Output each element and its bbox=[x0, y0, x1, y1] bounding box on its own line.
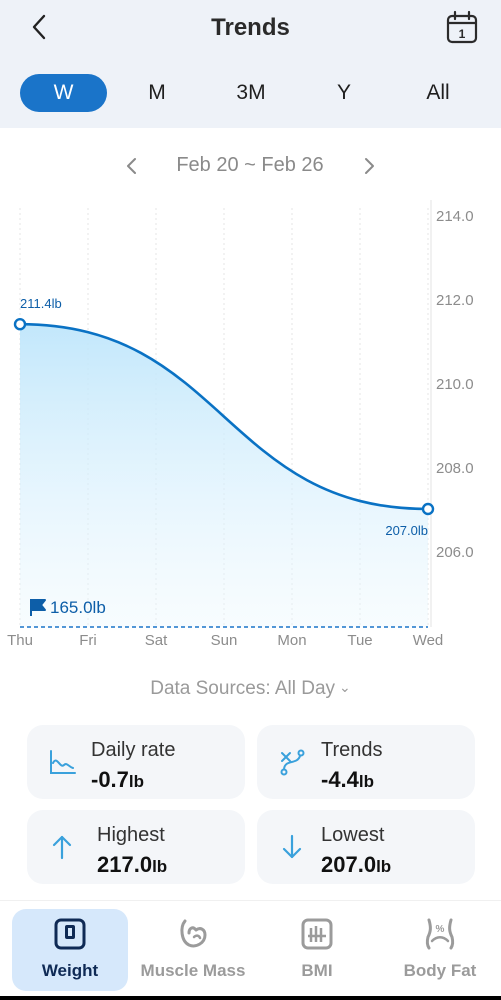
arrow-up-icon bbox=[52, 835, 72, 860]
lowest-value: 207.0lb bbox=[321, 852, 392, 877]
period-tab-w[interactable]: W bbox=[20, 74, 107, 112]
data-label: 207.0lb bbox=[385, 523, 428, 538]
scale-icon bbox=[54, 918, 86, 950]
chart-y-ticks: 214.0 212.0 210.0 208.0 206.0 bbox=[436, 208, 474, 561]
next-range-button[interactable] bbox=[355, 152, 383, 180]
chevron-right-icon bbox=[365, 158, 374, 174]
system-gesture-bar bbox=[0, 996, 501, 1000]
chevron-left-icon bbox=[32, 14, 46, 40]
nav-label-bmi: BMI bbox=[301, 961, 333, 980]
trend-line bbox=[19, 322, 429, 511]
period-tab-all[interactable]: All bbox=[426, 81, 450, 104]
highest-value: 217.0lb bbox=[97, 852, 168, 877]
data-label: 211.4lb bbox=[20, 296, 62, 311]
nav-label-body-fat: Body Fat bbox=[403, 961, 477, 980]
previous-range-button[interactable] bbox=[118, 152, 146, 180]
header-zone: Trends 1 W M 3M Y All bbox=[0, 0, 501, 128]
calendar-icon: 1 bbox=[446, 10, 478, 44]
highest-label: Highest bbox=[97, 824, 165, 846]
x-tick-label: Fri bbox=[79, 632, 97, 649]
highest-card[interactable]: Highest 217.0lb bbox=[27, 810, 245, 884]
bmi-icon bbox=[301, 918, 333, 950]
lowest-card[interactable]: Lowest 207.0lb bbox=[257, 810, 475, 884]
x-tick-label: Wed bbox=[413, 632, 444, 649]
chevron-left-icon bbox=[127, 158, 136, 174]
svg-text:%: % bbox=[436, 924, 445, 935]
nav-label-muscle-mass: Muscle Mass bbox=[140, 961, 246, 980]
nav-item-weight[interactable]: Weight bbox=[12, 909, 128, 991]
data-sources-label: Data Sources: All Day bbox=[150, 678, 336, 699]
data-sources-dropdown[interactable]: Data Sources: All Day ⌄ bbox=[0, 678, 501, 700]
x-tick-label: Mon bbox=[277, 632, 306, 649]
trends-value: -4.4lb bbox=[321, 767, 375, 792]
bottom-navigation: Weight Muscle Mass BMI % Body Fat bbox=[0, 900, 501, 997]
trend-path-icon bbox=[280, 749, 305, 776]
y-tick-label: 214.0 bbox=[436, 208, 474, 225]
period-tab-3m[interactable]: 3M bbox=[236, 81, 266, 104]
arrow-down-icon bbox=[282, 834, 302, 859]
weight-trend-chart: 214.0 212.0 210.0 208.0 206.0 211.4lb 207.0lb… bbox=[7, 200, 474, 649]
daily-rate-value: -0.7lb bbox=[91, 767, 145, 792]
goal-flag-icon bbox=[30, 599, 46, 616]
x-tick-label: Sat bbox=[145, 632, 168, 649]
muscle-icon bbox=[180, 919, 207, 948]
chart-x-ticks: Thu Fri Sat Sun Mon Tue Wed bbox=[7, 632, 443, 649]
back-button[interactable] bbox=[24, 10, 58, 44]
calendar-button[interactable]: 1 bbox=[444, 10, 480, 46]
chevron-down-icon: ⌄ bbox=[339, 679, 351, 695]
y-tick-label: 212.0 bbox=[436, 292, 474, 309]
daily-rate-label: Daily rate bbox=[91, 739, 176, 761]
x-tick-label: Thu bbox=[7, 632, 33, 649]
x-tick-label: Tue bbox=[347, 632, 372, 649]
date-range-label: Feb 20 ~ Feb 26 bbox=[176, 154, 324, 176]
nav-label-weight: Weight bbox=[41, 961, 99, 980]
y-tick-label: 206.0 bbox=[436, 544, 474, 561]
data-point[interactable] bbox=[421, 502, 435, 516]
chart-gridlines bbox=[19, 200, 432, 627]
period-tab-m[interactable]: M bbox=[148, 81, 166, 104]
date-range-selector: Feb 20 ~ Feb 26 bbox=[0, 150, 501, 182]
calendar-day-number: 1 bbox=[459, 27, 466, 41]
line-chart-icon bbox=[50, 750, 76, 774]
page-title: Trends bbox=[211, 14, 290, 41]
trends-label: Trends bbox=[321, 739, 383, 761]
period-tab-y[interactable]: Y bbox=[336, 81, 351, 104]
x-tick-label: Sun bbox=[211, 632, 238, 649]
chart-data-points: 211.4lb 207.0lb bbox=[13, 296, 435, 538]
goal-label: 165.0lb bbox=[50, 598, 106, 617]
trend-area-fill bbox=[20, 324, 428, 627]
y-tick-label: 208.0 bbox=[436, 460, 474, 477]
body-fat-icon: % bbox=[425, 918, 455, 950]
daily-rate-card[interactable]: Daily rate -0.7lb bbox=[27, 725, 245, 799]
nav-item-body-fat[interactable]: % Body Fat bbox=[382, 909, 498, 991]
nav-item-bmi[interactable]: BMI bbox=[259, 909, 375, 991]
nav-item-muscle-mass[interactable]: Muscle Mass bbox=[135, 909, 251, 991]
y-tick-label: 210.0 bbox=[436, 376, 474, 393]
lowest-label: Lowest bbox=[321, 824, 385, 846]
data-point[interactable] bbox=[13, 318, 27, 331]
trends-card[interactable]: Trends -4.4lb bbox=[257, 725, 475, 799]
